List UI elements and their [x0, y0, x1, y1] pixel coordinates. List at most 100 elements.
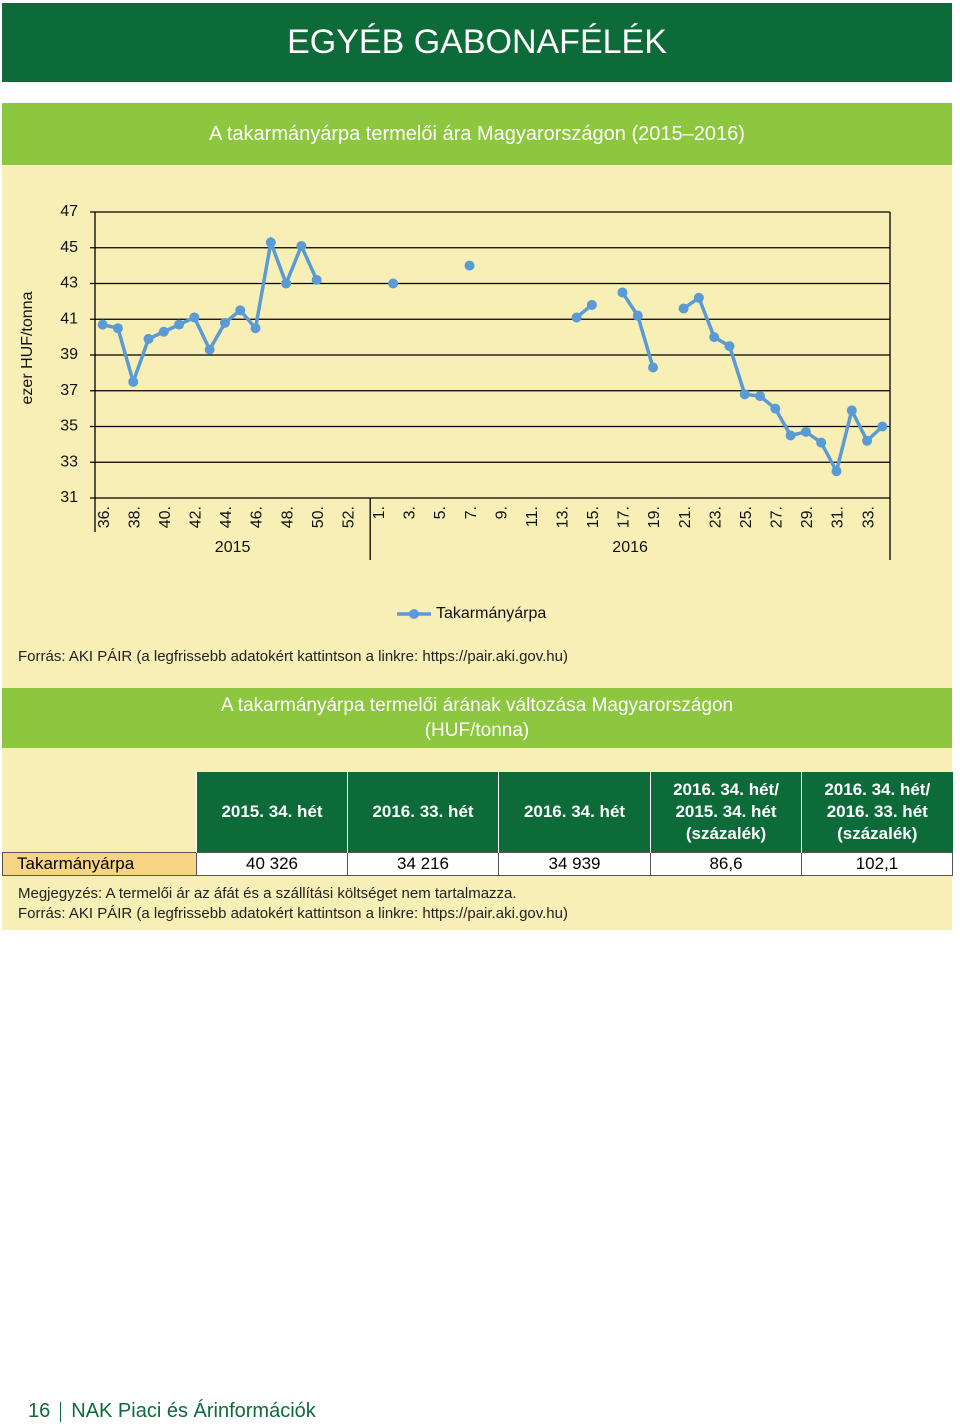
y-tick-label: 33 — [60, 453, 78, 470]
x-tick-label: 11. — [524, 506, 541, 527]
point — [235, 305, 246, 316]
footer-text: NAK Piaci és Árinformációk — [71, 1400, 316, 1422]
point — [586, 299, 597, 310]
empty-cell — [3, 772, 197, 853]
point — [189, 312, 200, 323]
x-tick-label: 38. — [126, 506, 143, 528]
point — [709, 332, 720, 343]
x-tick-label: 19. — [646, 506, 663, 528]
row-label: Takarmányárpa — [2, 852, 197, 876]
x-tick-label: 3. — [402, 506, 419, 519]
x-tick-label: 21. — [677, 506, 694, 528]
y-tick-label: 37 — [60, 382, 78, 399]
point — [816, 437, 827, 448]
column-header: 2016. 34. hét/ 2015. 34. hét (százalék) — [650, 772, 802, 853]
y-tick-label: 43 — [60, 275, 78, 292]
point — [204, 344, 215, 355]
point — [877, 421, 888, 432]
y-tick-label: 31 — [60, 489, 78, 506]
x-tick-label: 9. — [493, 506, 510, 519]
point — [739, 389, 750, 400]
separator — [60, 1401, 62, 1422]
y-tick-label: 39 — [60, 346, 78, 363]
series-line — [102, 235, 884, 477]
x-tick-label: 42. — [188, 506, 205, 528]
point — [678, 303, 689, 314]
x-tick-label: 25. — [738, 506, 755, 528]
x-tick-label: 40. — [157, 506, 174, 528]
page-title: EGYÉB GABONAFÉLÉK — [287, 23, 667, 61]
point — [388, 278, 399, 289]
y-tick-label: 47 — [60, 203, 78, 220]
column-header: 2016. 34. hét — [498, 772, 651, 853]
source: Forrás: AKI PÁIR (a legfrissebb adatokér… — [18, 648, 568, 665]
point — [724, 341, 735, 352]
x-tick-label: 1. — [371, 506, 388, 519]
x-group-label: 2015 — [215, 539, 251, 556]
point — [846, 405, 857, 416]
point — [862, 435, 873, 446]
point — [800, 426, 811, 437]
point — [831, 466, 842, 477]
page-number: 16 — [28, 1400, 51, 1422]
point — [648, 362, 659, 373]
point — [250, 323, 261, 334]
point — [464, 260, 475, 271]
y-tick-label: 41 — [60, 310, 78, 327]
point — [770, 403, 781, 414]
point — [128, 376, 139, 387]
x-tick-label: 33. — [860, 506, 877, 528]
point — [265, 237, 276, 248]
point — [219, 317, 230, 328]
x-tick-label: 36. — [96, 506, 113, 528]
x-tick-label: 17. — [616, 506, 633, 528]
point — [97, 319, 108, 330]
x-tick-label: 46. — [249, 506, 266, 528]
x-tick-label: 50. — [310, 506, 327, 528]
point — [311, 274, 322, 285]
x-tick-label: 44. — [218, 506, 235, 528]
column-header: 2015. 34. hét — [196, 772, 348, 853]
point — [281, 278, 292, 289]
x-tick-label: 15. — [585, 506, 602, 528]
column-header: 2016. 34. hét/ 2016. 33. hét (százalék) — [801, 772, 953, 853]
point — [158, 326, 169, 337]
header-bar: EGYÉB GABONAFÉLÉK — [2, 3, 952, 82]
y-axis-title: ezer HUF/tonna — [19, 291, 36, 404]
point — [174, 319, 185, 330]
point — [632, 310, 643, 321]
legend-marker — [409, 609, 419, 619]
point — [112, 323, 123, 334]
x-tick-label: 31. — [830, 506, 847, 528]
chart: ezer HUF/tonna 31 33 35 37 39 41 43 45 47 36. 38. 4… — [19, 203, 891, 622]
x-tick-label: 23. — [707, 506, 724, 528]
y-tick-label: 35 — [60, 418, 78, 435]
point — [296, 240, 307, 251]
cell: 86,6 — [650, 852, 802, 876]
note: Forrás: AKI PÁIR (a legfrissebb adatokér… — [18, 905, 568, 922]
x-group-label: 2016 — [612, 539, 648, 556]
cell: 34 939 — [498, 852, 651, 876]
notes: Megjegyzés: A termelői ár az áfát és a s… — [18, 884, 568, 924]
column-header: 2016. 33. hét — [347, 772, 499, 853]
cell: 34 216 — [347, 852, 499, 876]
point — [693, 292, 704, 303]
table-row: Takarmányárpa 40 326 34 216 34 939 86,6 … — [2, 852, 953, 876]
point — [617, 287, 628, 298]
table-header: 2015. 34. hét 2016. 33. hét 2016. 34. hé… — [3, 772, 953, 853]
x-tick-label: 5. — [432, 506, 449, 519]
x-tick-label: 13. — [555, 506, 572, 528]
x-tick-label: 52. — [340, 506, 357, 528]
x-tick-label: 48. — [279, 506, 296, 528]
cell: 102,1 — [801, 852, 953, 876]
x-tick-label: 7. — [463, 506, 480, 519]
table-title: A takarmányárpa termelői árának változás… — [2, 688, 952, 748]
chart-title-bar: A takarmányárpa termelői ára Magyarorszá… — [2, 103, 952, 165]
note: Megjegyzés: A termelői ár az áfát és a s… — [18, 885, 517, 902]
table: 2015. 34. hét 2016. 33. hét 2016. 34. hé… — [2, 772, 953, 876]
legend-label: Takarmányárpa — [436, 605, 546, 622]
footer: 16 NAK Piaci és Árinformációk — [28, 1400, 316, 1423]
point — [785, 430, 796, 441]
point — [755, 391, 766, 402]
